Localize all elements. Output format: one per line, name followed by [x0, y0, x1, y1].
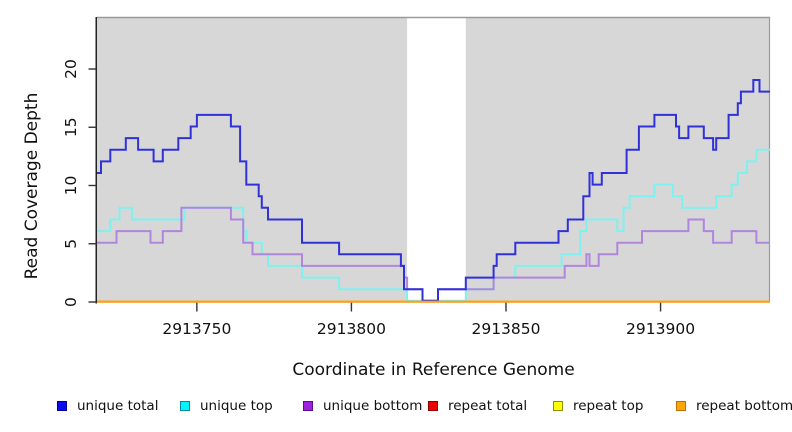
y-tick-label-3: 15 — [62, 117, 80, 137]
legend-label: repeat top — [573, 398, 644, 414]
legend-swatch-icon — [428, 401, 438, 411]
coverage-gap-band — [407, 17, 466, 302]
legend-swatch-icon — [553, 401, 563, 411]
legend-swatch-icon — [180, 401, 190, 411]
x-tick-label-1: 2913800 — [317, 320, 386, 338]
legend-label: repeat bottom — [696, 398, 792, 414]
y-tick-label-0: 0 — [62, 297, 80, 307]
legend-label: unique bottom — [323, 398, 423, 414]
series-line-unique-total — [97, 79, 770, 302]
x-tick-label-0: 2913750 — [162, 320, 231, 338]
y-axis-title: Read Coverage Depth — [22, 92, 42, 280]
legend-label: repeat total — [448, 398, 528, 414]
y-tick-label-4: 20 — [62, 59, 80, 79]
y-tick-label-1: 5 — [62, 239, 80, 249]
y-tick-label-2: 10 — [62, 176, 80, 196]
legend: unique total unique top unique bottom repea… — [0, 398, 792, 420]
legend-label: unique total — [77, 398, 159, 414]
legend-label: unique top — [200, 398, 273, 414]
legend-swatch-icon — [57, 401, 67, 411]
legend-swatch-icon — [303, 401, 313, 411]
x-tick-label-3: 2913900 — [626, 320, 695, 338]
x-axis-title: Coordinate in Reference Genome — [292, 360, 575, 380]
legend-swatch-icon — [676, 401, 686, 411]
x-tick-label-2: 2913850 — [471, 320, 540, 338]
